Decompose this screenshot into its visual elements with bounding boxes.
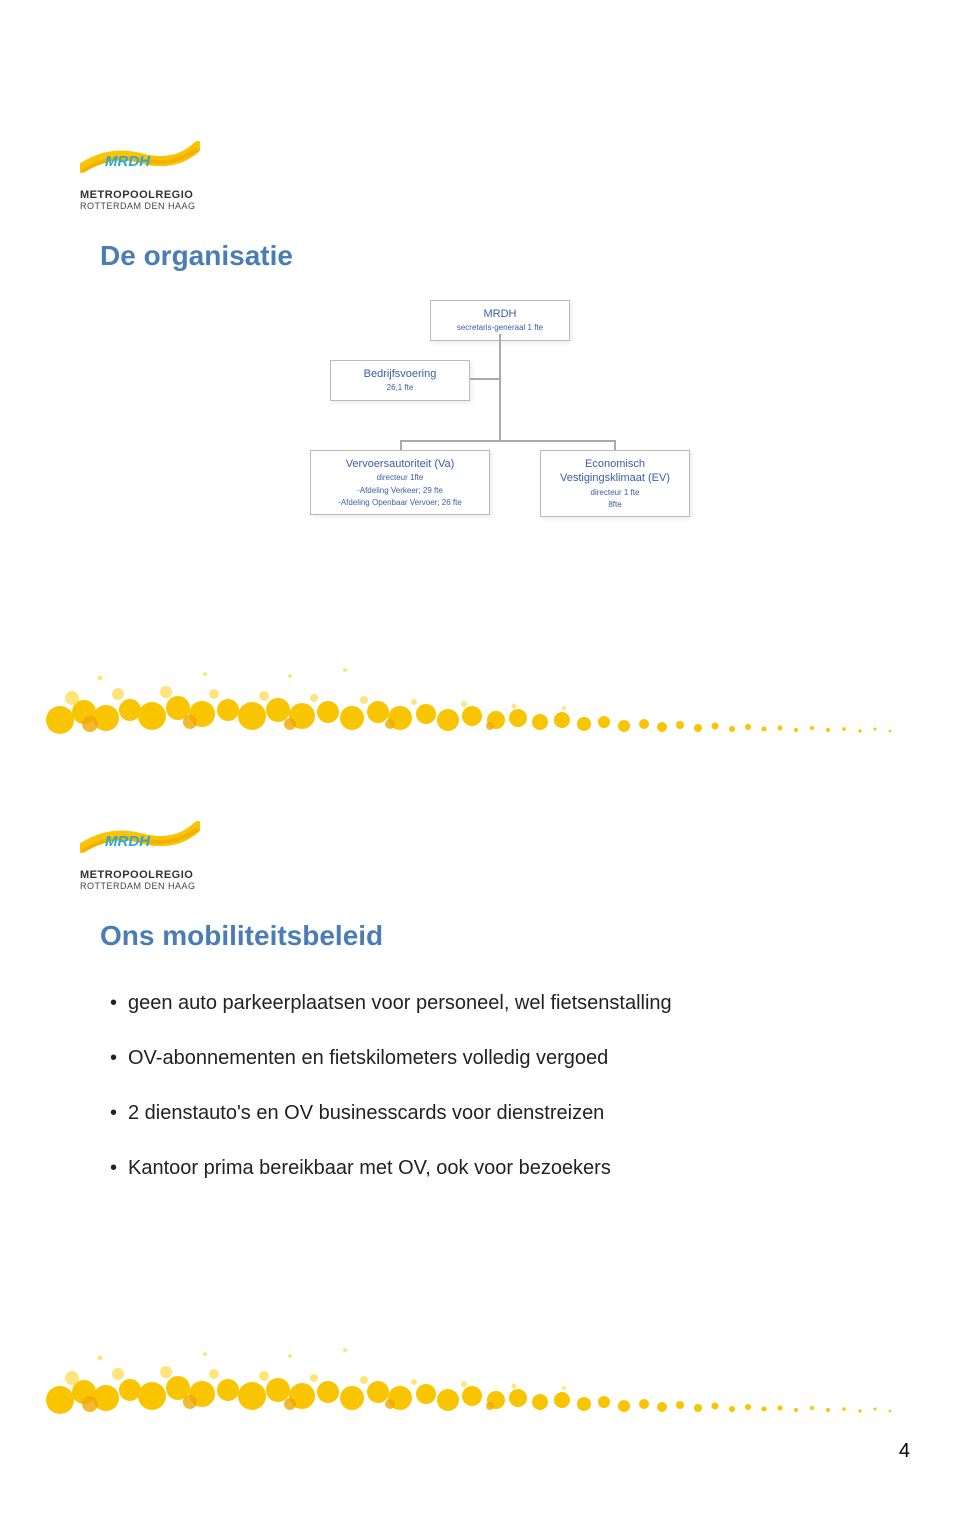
org-line: [499, 334, 501, 440]
logo-swoosh-icon: MRDH: [80, 820, 200, 860]
org-side-sub: 26,1 fte: [335, 383, 465, 393]
org-right-title1: Economisch: [545, 457, 685, 471]
org-left-sub2: -Afdeling Verkeer; 29 fte: [315, 486, 485, 496]
logo-line2: ROTTERDAM DEN HAAG: [80, 881, 260, 891]
slide2-title: Ons mobiliteitsbeleid: [100, 920, 383, 952]
logo-line2: ROTTERDAM DEN HAAG: [80, 201, 260, 211]
org-line: [400, 440, 615, 442]
bullet-item: Kantoor prima bereikbaar met OV, ook voo…: [110, 1155, 850, 1182]
logo-line1: METROPOOLREGIO: [80, 189, 260, 201]
logo-line1: METROPOOLREGIO: [80, 869, 260, 881]
org-root-sub: secretaris-generaal 1 fte: [435, 323, 565, 333]
org-left-title: Vervoersautoriteit (Va): [315, 457, 485, 471]
slide-mobiliteitsbeleid: MRDH METROPOOLREGIO ROTTERDAM DEN HAAG O…: [40, 780, 920, 1420]
org-side-title: Bedrijfsvoering: [335, 367, 465, 381]
page-number: 4: [899, 1440, 910, 1462]
bullet-item: geen auto parkeerplaatsen voor personeel…: [110, 990, 850, 1017]
org-line: [614, 440, 616, 450]
org-right: Economisch Vestigingsklimaat (EV) direct…: [540, 450, 690, 517]
org-root-title: MRDH: [435, 307, 565, 321]
org-line: [400, 440, 402, 450]
bullet-item: OV-abonnementen en fietskilometers volle…: [110, 1045, 850, 1072]
logo-brand-text: MRDH: [105, 833, 151, 850]
bullet-list: geen auto parkeerplaatsen voor personeel…: [110, 990, 850, 1210]
slide-organisatie: MRDH METROPOOLREGIO ROTTERDAM DEN HAAG D…: [40, 100, 920, 740]
org-left-sub1: directeur 1fte: [315, 473, 485, 483]
org-side: Bedrijfsvoering 26,1 fte: [330, 360, 470, 401]
mrdh-logo: MRDH METROPOOLREGIO ROTTERDAM DEN HAAG: [80, 140, 260, 211]
logo-swoosh-icon: MRDH: [80, 140, 200, 180]
org-left: Vervoersautoriteit (Va) directeur 1fte -…: [310, 450, 490, 515]
logo-brand-text: MRDH: [105, 153, 151, 170]
org-right-title2: Vestigingsklimaat (EV): [545, 471, 685, 485]
decorative-bubbles-icon: [40, 630, 920, 740]
slide1-title: De organisatie: [100, 240, 293, 272]
org-left-sub3: -Afdeling Openbaar Vervoer; 26 fte: [315, 498, 485, 508]
org-right-sub2: 8fte: [545, 500, 685, 510]
org-right-sub1: directeur 1 fte: [545, 488, 685, 498]
org-line: [470, 378, 500, 380]
mrdh-logo: MRDH METROPOOLREGIO ROTTERDAM DEN HAAG: [80, 820, 260, 891]
decorative-bubbles-icon: [40, 1310, 920, 1420]
bullet-item: 2 dienstauto's en OV businesscards voor …: [110, 1100, 850, 1127]
org-chart: MRDH secretaris-generaal 1 fte Bedrijfsv…: [240, 300, 760, 600]
